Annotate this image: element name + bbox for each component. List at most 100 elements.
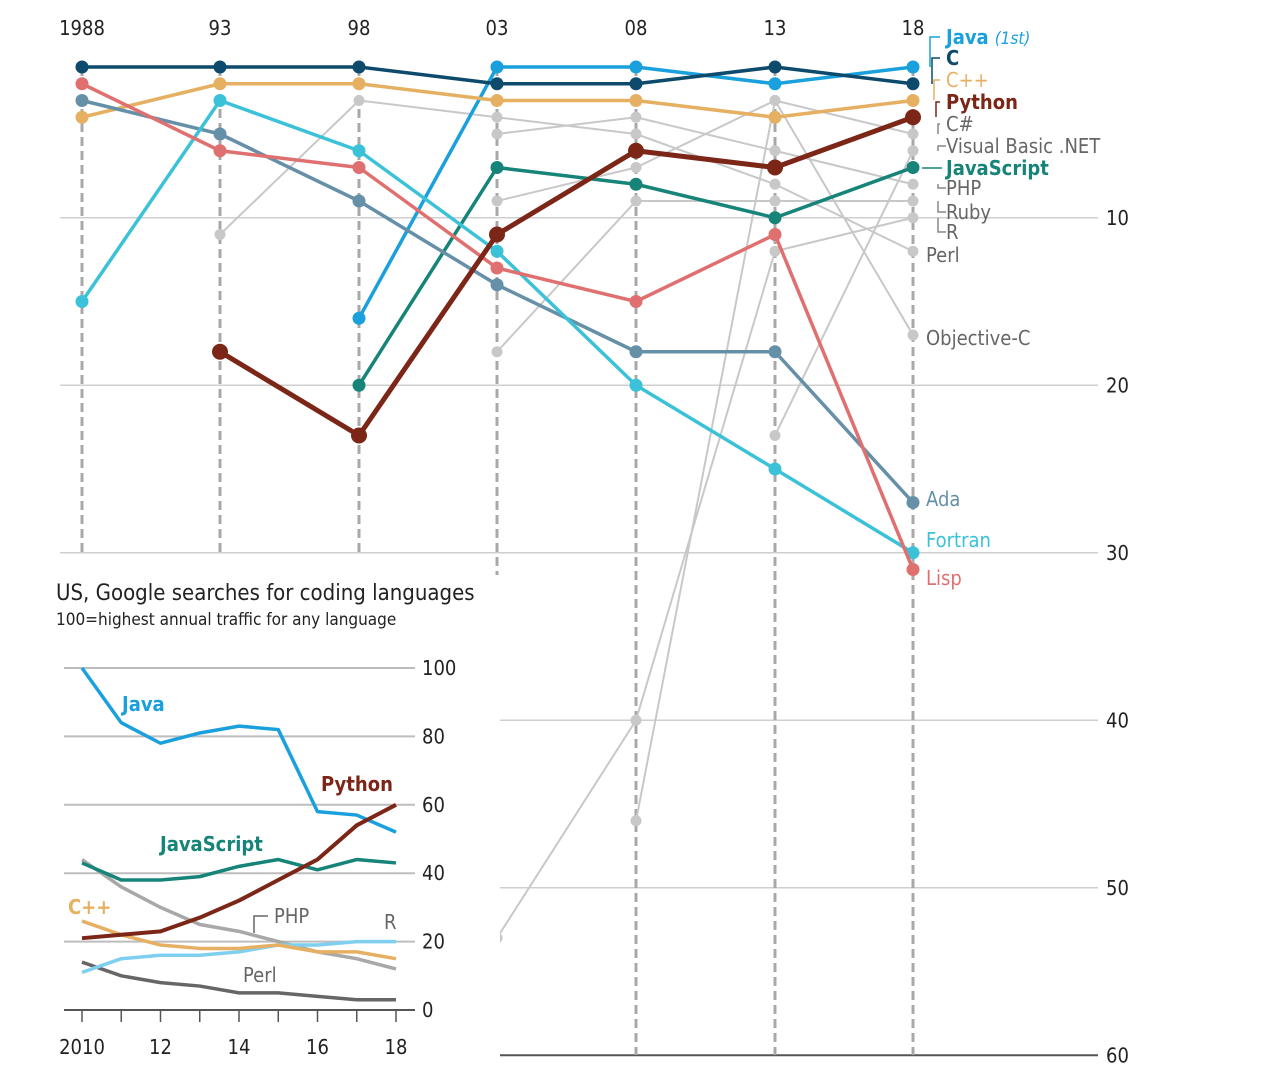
data-point bbox=[353, 95, 365, 106]
inset-y-tick-label: 0 bbox=[422, 998, 433, 1022]
series-visual-basic-net bbox=[769, 145, 919, 441]
inset-series-line-javascript bbox=[81, 857, 397, 882]
data-point bbox=[352, 194, 366, 208]
data-point bbox=[491, 195, 503, 207]
data-point bbox=[768, 110, 782, 124]
x-tick-label: 03 bbox=[486, 16, 509, 40]
series-objective-c bbox=[630, 95, 919, 827]
data-point bbox=[629, 177, 643, 191]
inset-x-tick-label: 14 bbox=[228, 1035, 251, 1059]
x-tick-label: 08 bbox=[625, 16, 648, 40]
data-point bbox=[489, 226, 505, 243]
data-point bbox=[907, 329, 919, 341]
search-inset: US, Google searches for coding languages… bbox=[30, 575, 500, 1065]
inset-series-line-r bbox=[81, 939, 396, 975]
data-point bbox=[768, 77, 782, 91]
series-ruby bbox=[491, 195, 919, 358]
series-label-r: R bbox=[946, 220, 959, 244]
data-point bbox=[906, 161, 920, 174]
data-point bbox=[630, 162, 642, 173]
series-label-java: Java (1st) bbox=[945, 25, 1030, 49]
data-point bbox=[629, 295, 643, 308]
data-point bbox=[352, 60, 366, 74]
series-r bbox=[491, 212, 919, 944]
label-connector bbox=[933, 79, 940, 100]
data-point bbox=[768, 211, 782, 225]
data-point bbox=[213, 60, 227, 74]
data-point bbox=[629, 345, 643, 359]
series-label-ruby: Ruby bbox=[946, 200, 991, 224]
series-label-fortran: Fortran bbox=[926, 528, 991, 552]
inset-series-line-python bbox=[81, 803, 397, 941]
data-point bbox=[629, 60, 643, 74]
series-line-r bbox=[496, 216, 914, 939]
inset-series-label-python: Python bbox=[321, 772, 393, 796]
label-connector bbox=[937, 218, 946, 233]
data-point bbox=[490, 261, 504, 275]
inset-y-tick-label: 80 bbox=[422, 724, 445, 748]
series-label-objective-c: Objective-C bbox=[926, 326, 1030, 350]
label-connector bbox=[937, 201, 946, 213]
series-line-csharp bbox=[496, 99, 914, 202]
data-point bbox=[213, 77, 227, 91]
series-fortran bbox=[75, 94, 920, 560]
data-point bbox=[907, 145, 919, 157]
inset-series-line-java bbox=[80, 666, 397, 834]
data-point bbox=[491, 111, 503, 123]
data-point bbox=[769, 430, 781, 441]
series-line-ruby bbox=[496, 200, 913, 353]
rank-series bbox=[75, 60, 921, 944]
data-point bbox=[352, 161, 366, 174]
series-ada bbox=[75, 94, 920, 509]
inset-series-line-cplusplus bbox=[81, 919, 397, 961]
data-point bbox=[630, 195, 642, 207]
rank-grid: 10 20 30 40 50 60 1988 93 98 03 08 13 18 bbox=[59, 16, 1129, 1067]
data-point bbox=[490, 77, 504, 91]
series-javascript bbox=[352, 161, 920, 392]
data-point bbox=[768, 228, 782, 241]
data-point bbox=[490, 94, 504, 107]
x-tick-label: 93 bbox=[209, 16, 232, 40]
data-point bbox=[769, 95, 781, 106]
series-label-visual-basic-net: Visual Basic .NET bbox=[946, 134, 1101, 158]
data-point bbox=[352, 311, 366, 325]
inset-series-line-perl bbox=[81, 960, 396, 1002]
data-point bbox=[214, 229, 226, 240]
inset-y-tick-label: 60 bbox=[422, 793, 445, 817]
data-point bbox=[212, 343, 228, 360]
series-note: (1st) bbox=[995, 29, 1031, 49]
inset-series-label-php: PHP bbox=[274, 904, 309, 928]
data-point bbox=[213, 94, 227, 107]
y-tick-label: 40 bbox=[1106, 708, 1129, 732]
inset-label-connector bbox=[253, 915, 268, 933]
data-point bbox=[75, 60, 89, 74]
data-point bbox=[907, 128, 919, 140]
inset-labels: Java Python JavaScript C++ PHP R Perl bbox=[68, 692, 397, 987]
data-point bbox=[75, 94, 89, 107]
inset-y-tick-label: 20 bbox=[422, 930, 445, 954]
series-python bbox=[212, 109, 921, 444]
series-cplusplus bbox=[75, 77, 920, 124]
series-label-javascript: JavaScript bbox=[945, 156, 1049, 180]
series-c bbox=[75, 60, 920, 91]
data-point bbox=[768, 462, 782, 476]
series-label-c: C bbox=[946, 46, 959, 70]
inset-y-tick-label: 40 bbox=[422, 861, 445, 885]
data-point bbox=[768, 60, 782, 74]
data-point bbox=[906, 546, 920, 560]
series-line-perl bbox=[219, 99, 914, 253]
series-perl bbox=[214, 95, 919, 257]
data-point bbox=[490, 161, 504, 174]
data-point bbox=[213, 127, 227, 141]
inset-series-label-cplusplus: C++ bbox=[68, 895, 111, 919]
data-point bbox=[75, 77, 89, 91]
data-point bbox=[490, 278, 504, 292]
y-tick-label: 10 bbox=[1106, 206, 1129, 230]
inset-x-tick-label: 2010 bbox=[59, 1035, 105, 1059]
data-point bbox=[75, 110, 89, 124]
series-label-php: PHP bbox=[946, 176, 981, 200]
inset-series-label-java: Java bbox=[121, 692, 165, 716]
data-point bbox=[768, 345, 782, 359]
label-connector bbox=[929, 36, 940, 67]
